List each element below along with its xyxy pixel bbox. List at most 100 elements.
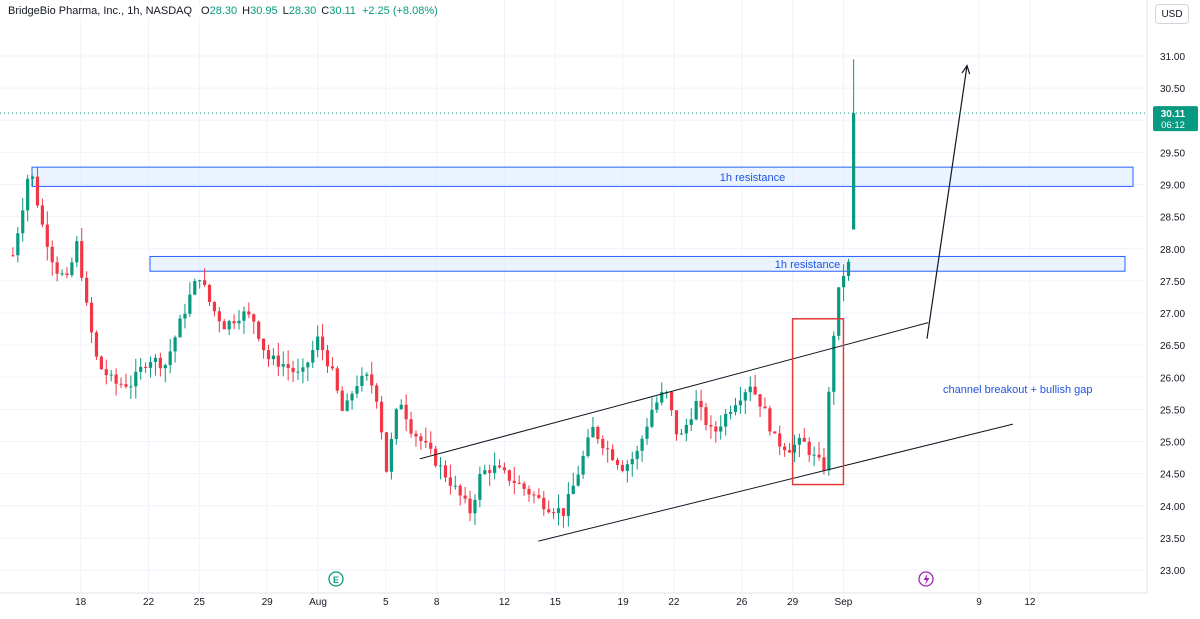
candle-body: [792, 444, 797, 453]
candle-body: [547, 509, 551, 513]
candle-body: [576, 474, 580, 486]
x-tick-label: 5: [383, 597, 389, 608]
candle-body: [281, 364, 285, 367]
candle-body: [325, 350, 330, 367]
candle-body: [552, 512, 556, 514]
candle-body: [217, 311, 221, 322]
candle-body: [620, 464, 625, 471]
candle-body: [50, 246, 54, 263]
open-value: 28.30: [209, 5, 238, 17]
candle-body: [375, 385, 379, 402]
currency-button[interactable]: USD: [1155, 4, 1189, 24]
breakout-box: [791, 318, 845, 486]
projection-arrow-line: [926, 65, 968, 339]
channel-lower-line: [538, 423, 1014, 542]
x-tick-label: 29: [787, 597, 799, 608]
candle-body: [434, 448, 438, 466]
candle-body: [586, 437, 590, 456]
x-tick-label: 12: [1024, 597, 1036, 608]
candle-body: [340, 390, 344, 411]
candle-body: [35, 176, 40, 206]
candle-body: [719, 426, 723, 432]
candle-body: [404, 404, 408, 420]
candle-body: [114, 374, 118, 384]
candle-body: [193, 281, 197, 295]
candle-body: [846, 261, 851, 276]
x-tick-label: 22: [668, 597, 680, 608]
candle-body: [26, 178, 30, 211]
candle-body: [606, 448, 610, 450]
candle-body: [109, 374, 113, 376]
candle-body: [301, 367, 305, 372]
lightning-icon: [918, 571, 934, 587]
candle-body: [660, 392, 664, 403]
candle-body: [75, 241, 79, 263]
y-tick-label: 25.50: [1160, 405, 1185, 416]
symbol-name: BridgeBio Pharma, Inc., 1h, NASDAQ: [8, 5, 193, 17]
x-tick-label: 15: [550, 597, 562, 608]
candle-body: [842, 275, 846, 288]
candle-body: [207, 284, 212, 303]
candle-body: [674, 410, 679, 435]
symbol-header: BridgeBio Pharma, Inc., 1h, NASDAQ O 28.3…: [8, 5, 442, 17]
candle-body: [188, 294, 192, 314]
candle-body: [473, 499, 477, 514]
candle-body: [99, 356, 103, 370]
y-tick-label: 27.50: [1160, 277, 1185, 288]
y-tick-label: 26.50: [1160, 341, 1185, 352]
x-tick-label: 29: [262, 597, 274, 608]
x-tick-label: 12: [499, 597, 511, 608]
candle-body: [144, 366, 148, 368]
candle-body: [40, 205, 44, 225]
price-axis-bg: [1147, 0, 1200, 614]
x-tick-label: 22: [143, 597, 155, 608]
price-tag-countdown: 06:12: [1161, 120, 1185, 131]
candle-body: [355, 385, 359, 394]
candle-body: [129, 386, 133, 388]
candle-body: [630, 458, 634, 465]
candle-body: [512, 480, 516, 483]
candle-body-last: [852, 113, 856, 230]
y-tick-label: 26.00: [1160, 373, 1185, 384]
candle-body: [134, 371, 138, 387]
candle-body: [365, 374, 369, 376]
candle-body: [65, 273, 69, 276]
candle-body: [537, 495, 541, 498]
candle-body: [733, 405, 738, 412]
candle-body: [414, 433, 418, 437]
candle-body: [448, 477, 452, 486]
candle-body: [139, 366, 143, 372]
candle-body: [320, 336, 325, 351]
candle-body: [379, 401, 384, 433]
x-tick-label: 26: [736, 597, 748, 608]
price-tag-value: 30.11: [1161, 109, 1186, 120]
x-tick-label: Sep: [835, 597, 853, 608]
candle-body: [522, 483, 526, 489]
candle-body: [70, 262, 74, 276]
candle-body: [493, 465, 497, 473]
candle-body: [453, 485, 457, 487]
x-tick-label: 19: [618, 597, 630, 608]
candle-body: [488, 470, 492, 473]
resistance-zone-label: 1h resistance: [775, 259, 840, 271]
candle-body: [832, 335, 836, 392]
candle-body: [724, 413, 728, 427]
candle-body: [119, 383, 123, 385]
candle-body: [827, 391, 831, 471]
candle-body: [168, 351, 172, 366]
candle-body: [11, 255, 15, 257]
x-tick-label: 9: [976, 597, 982, 608]
candle-body: [399, 404, 403, 410]
candle-body: [458, 485, 462, 496]
candle-body: [837, 287, 841, 336]
candle-body: [625, 464, 629, 471]
candle-body: [45, 224, 49, 247]
y-tick-label: 30.50: [1160, 84, 1185, 95]
y-tick-label: 24.50: [1160, 470, 1185, 481]
candle-body: [748, 386, 752, 393]
candle-body: [601, 439, 605, 449]
candle-body: [30, 176, 35, 179]
resistance-zone: [149, 255, 1126, 272]
